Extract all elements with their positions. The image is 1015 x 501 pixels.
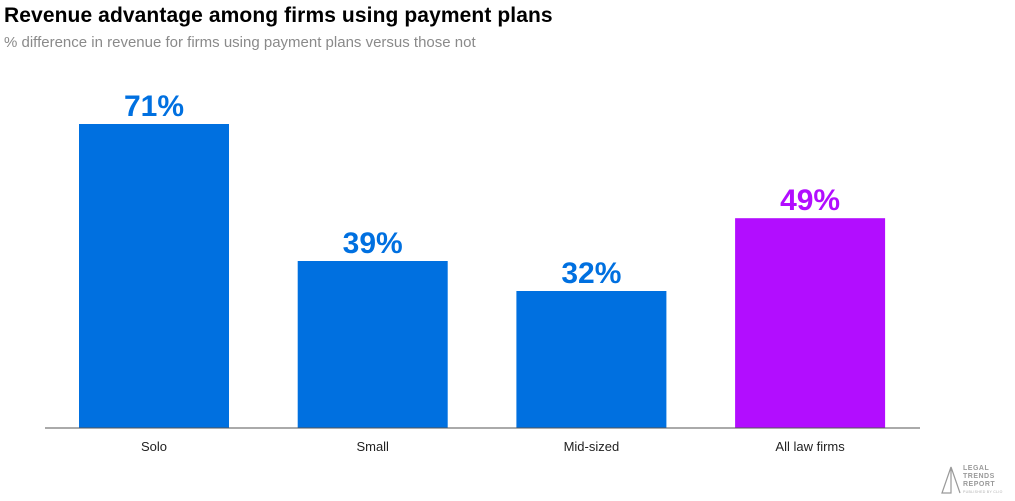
bar-small — [297, 261, 448, 428]
logo-tagline: PUBLISHED BY CLIO — [963, 490, 1003, 494]
bar-solo — [79, 124, 229, 428]
x-tick-label: Solo — [141, 439, 167, 454]
logo-text: LEGAL TRENDS REPORT — [963, 465, 995, 489]
x-tick-label: Mid-sized — [564, 439, 620, 454]
data-label: 39% — [343, 227, 403, 260]
logo-line-3: REPORT — [963, 481, 996, 488]
data-label: 71% — [124, 90, 184, 123]
bar-all-law-firms — [735, 218, 886, 428]
logo-line-2: TRENDS — [963, 473, 995, 480]
bar-mid-sized — [516, 291, 667, 428]
legal-trends-report-logo: LEGAL TRENDS REPORT PUBLISHED BY CLIO — [941, 463, 1013, 497]
chart-title: Revenue advantage among firms using paym… — [4, 4, 553, 27]
x-tick-label: Small — [356, 439, 389, 454]
data-label: 49% — [780, 184, 840, 217]
logo-mark-icon — [941, 466, 961, 494]
logo-line-1: LEGAL — [963, 465, 990, 472]
chart-subtitle: % difference in revenue for firms using … — [4, 34, 476, 51]
data-label: 32% — [561, 257, 621, 290]
x-tick-label: All law firms — [775, 439, 845, 454]
